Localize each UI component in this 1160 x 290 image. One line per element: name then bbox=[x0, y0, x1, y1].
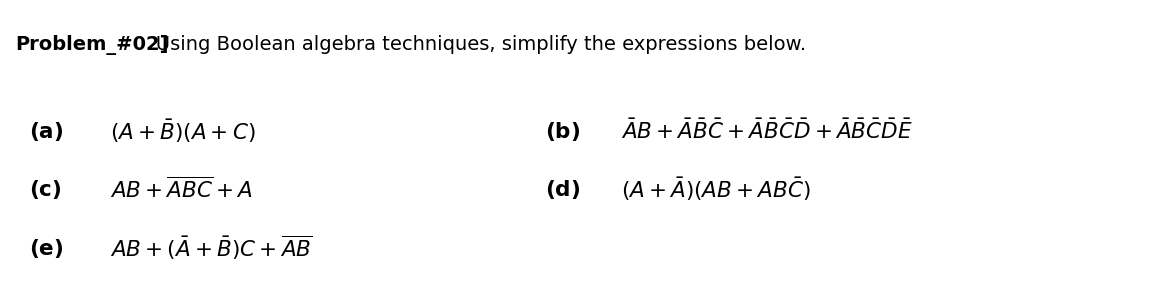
Text: $AB + (\bar{A} + \bar{B})C + \overline{AB}$: $AB + (\bar{A} + \bar{B})C + \overline{A… bbox=[110, 234, 313, 262]
Text: $\mathbf{(b)}$: $\mathbf{(b)}$ bbox=[545, 120, 580, 143]
Text: $(A + \bar{A})(AB + AB\bar{C})$: $(A + \bar{A})(AB + AB\bar{C})$ bbox=[621, 176, 811, 203]
Text: $\bar{A}B + \bar{A}\bar{B}\bar{C} + \bar{A}\bar{B}\bar{C}\bar{D} + \bar{A}\bar{B: $\bar{A}B + \bar{A}\bar{B}\bar{C} + \bar… bbox=[621, 119, 913, 144]
Text: $\mathbf{(c)}$: $\mathbf{(c)}$ bbox=[29, 178, 61, 201]
Text: Problem_#02]: Problem_#02] bbox=[15, 35, 168, 55]
Text: $(A + \bar{B})(A + C)$: $(A + \bar{B})(A + C)$ bbox=[110, 118, 256, 145]
Text: $AB + \overline{ABC} + A$: $AB + \overline{ABC} + A$ bbox=[110, 177, 253, 202]
Text: $\mathbf{(d)}$: $\mathbf{(d)}$ bbox=[545, 178, 580, 201]
Text: $\mathbf{(e)}$: $\mathbf{(e)}$ bbox=[29, 237, 64, 260]
Text: $\mathbf{(a)}$: $\mathbf{(a)}$ bbox=[29, 120, 64, 143]
Text: Using Boolean algebra techniques, simplify the expressions below.: Using Boolean algebra techniques, simpli… bbox=[137, 35, 806, 54]
